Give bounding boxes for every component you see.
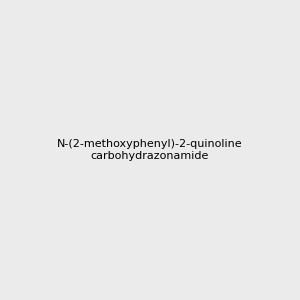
Text: N-(2-methoxyphenyl)-2-quinoline
carbohydrazonamide: N-(2-methoxyphenyl)-2-quinoline carbohyd…	[57, 139, 243, 161]
